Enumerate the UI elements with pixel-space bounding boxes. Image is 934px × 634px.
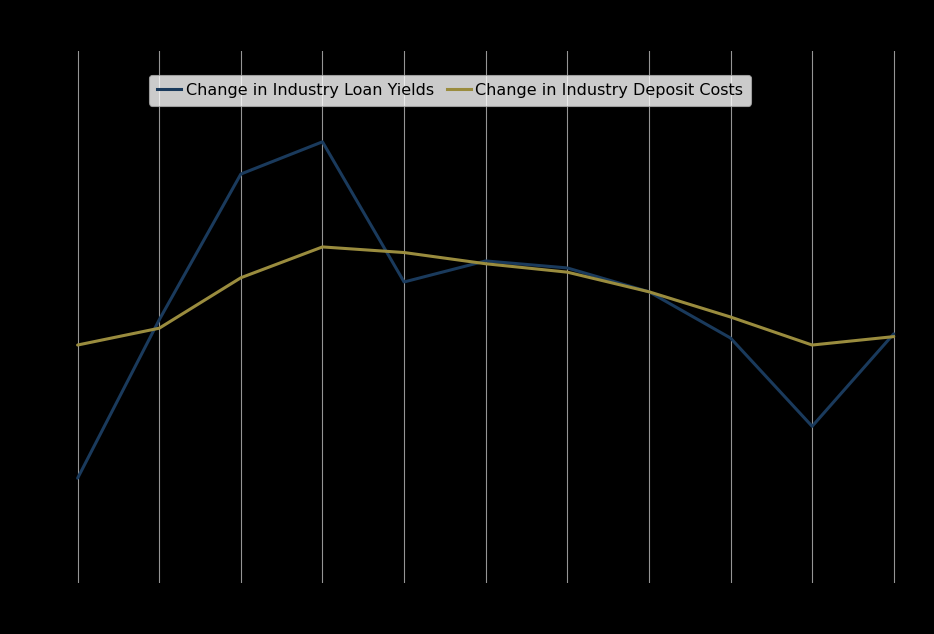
Legend: Change in Industry Loan Yields, Change in Industry Deposit Costs: Change in Industry Loan Yields, Change i… — [149, 75, 751, 106]
